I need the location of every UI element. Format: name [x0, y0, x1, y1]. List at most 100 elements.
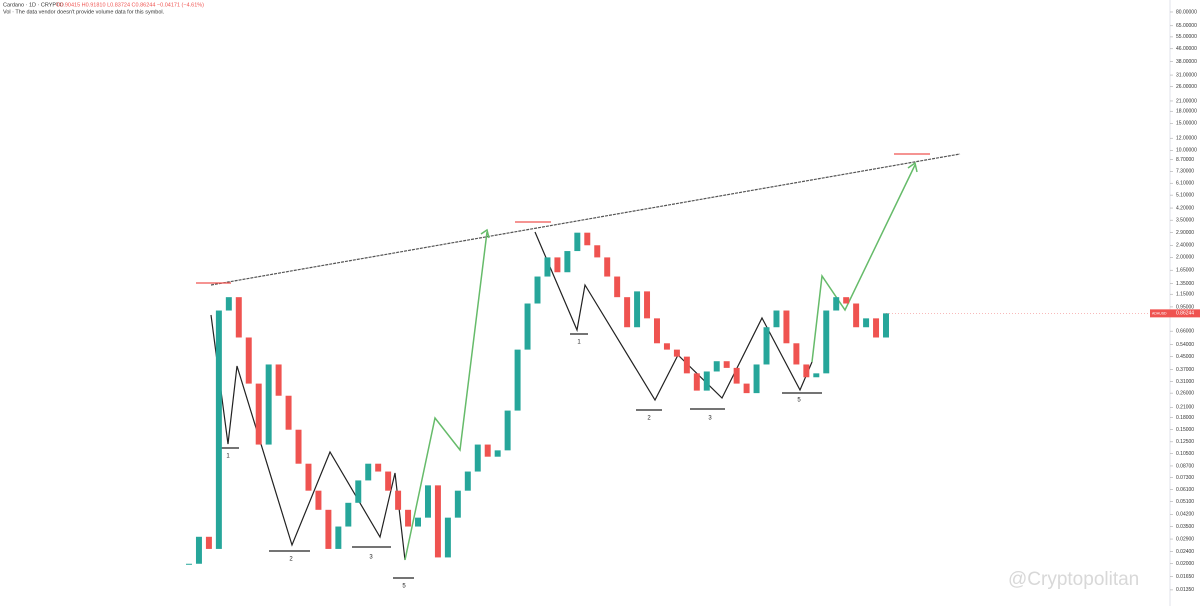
candle — [863, 318, 870, 328]
wave-label: 3 — [369, 555, 373, 561]
candle — [713, 361, 720, 372]
last-price-label: 0.86244 — [1176, 311, 1194, 317]
y-tick-label: 0.04200 — [1176, 512, 1194, 518]
y-tick-label: 0.05100 — [1176, 499, 1194, 505]
y-tick-label: 7.30000 — [1176, 169, 1194, 175]
ohlc: O0.90415 H0.91810 L0.83724 C0.86244 −0.0… — [56, 2, 204, 8]
candle — [434, 485, 441, 558]
candle — [673, 349, 680, 357]
candle — [285, 395, 292, 430]
y-tick-label: 2.90000 — [1176, 230, 1194, 236]
candle — [245, 337, 252, 384]
candle — [574, 232, 581, 252]
candle — [186, 563, 192, 565]
candle — [584, 232, 591, 246]
candle — [235, 297, 242, 338]
wave-label: 5 — [402, 584, 406, 590]
y-tick-label: 15.00000 — [1176, 121, 1197, 127]
projection — [404, 231, 488, 561]
y-tick-label: 0.03500 — [1176, 524, 1194, 530]
candle — [355, 480, 362, 503]
wave-label: 1 — [577, 340, 581, 346]
projection — [811, 164, 916, 363]
zigzag — [534, 231, 813, 402]
y-tick-label: 46.00000 — [1176, 46, 1197, 52]
watermark: @Cryptopolitan — [1008, 569, 1139, 590]
y-tick-label: 0.10500 — [1176, 451, 1194, 457]
candle — [315, 490, 322, 510]
y-tick-label: 0.18000 — [1176, 415, 1194, 421]
candle — [225, 297, 232, 311]
candle — [405, 509, 412, 527]
y-tick-label: 55.00000 — [1176, 34, 1197, 40]
candle — [793, 343, 800, 365]
candle — [494, 450, 501, 457]
drawings — [196, 153, 961, 579]
arrow-head — [480, 228, 490, 239]
y-tick-label: 0.45000 — [1176, 354, 1194, 360]
candle — [275, 364, 282, 396]
y-tick-label: 0.01650 — [1176, 574, 1194, 580]
candle — [763, 327, 770, 365]
candle — [624, 297, 631, 328]
y-tick-label: 0.07300 — [1176, 475, 1194, 481]
candle — [683, 356, 690, 374]
candle — [365, 463, 372, 481]
candle — [544, 257, 551, 277]
candle — [634, 291, 641, 328]
candle — [375, 463, 382, 472]
y-tick-label: 3.50000 — [1176, 217, 1194, 223]
symbol-badge — [1150, 309, 1170, 318]
wave-label: 1 — [226, 454, 230, 460]
candle — [733, 367, 740, 384]
y-tick-label: 8.70000 — [1176, 157, 1194, 163]
candle — [514, 349, 521, 411]
candle — [484, 444, 491, 457]
y-tick-label: 0.08700 — [1176, 463, 1194, 469]
candle — [614, 276, 621, 298]
candle — [464, 471, 471, 491]
candle — [504, 410, 511, 451]
candle — [853, 303, 860, 328]
candle — [524, 303, 531, 350]
candle — [663, 343, 670, 350]
candle — [803, 364, 810, 378]
y-tick-label: 18.00000 — [1176, 109, 1197, 115]
candle — [424, 485, 431, 518]
candle — [594, 245, 601, 258]
candle — [474, 444, 481, 472]
subtitle: Vol · The data vendor doesn't provide vo… — [3, 9, 165, 15]
y-tick-label: 0.31000 — [1176, 379, 1194, 385]
y-tick-label: 1.65000 — [1176, 268, 1194, 274]
y-tick-label: 38.00000 — [1176, 59, 1197, 65]
y-tick-label: 0.26000 — [1176, 390, 1194, 396]
y-tick-label: 0.66000 — [1176, 328, 1194, 334]
candle — [823, 310, 830, 374]
y-tick-label: 21.00000 — [1176, 98, 1197, 104]
y-tick-label: 6.10000 — [1176, 181, 1194, 187]
candle — [564, 251, 571, 273]
candle — [843, 297, 850, 304]
candle — [873, 318, 880, 338]
candle — [783, 310, 790, 344]
candle — [265, 364, 272, 445]
candle — [773, 310, 780, 328]
y-tick-label: 5.10000 — [1176, 192, 1194, 198]
y-tick-label: 0.02900 — [1176, 536, 1194, 542]
candle — [385, 471, 392, 491]
candle — [534, 276, 541, 304]
y-tick-label: 1.15000 — [1176, 292, 1194, 298]
wave-labels: 1 2 3 5 1 2 3 5 — [226, 340, 801, 590]
candle — [833, 297, 840, 311]
wave-label: 3 — [708, 416, 712, 422]
wave-label: 2 — [647, 416, 651, 422]
y-tick-label: 0.01350 — [1176, 587, 1194, 593]
y-tick-label: 80.00000 — [1176, 9, 1197, 15]
candle — [883, 313, 889, 338]
candle — [693, 373, 700, 391]
candle — [644, 291, 651, 319]
y-tick-label: 0.06100 — [1176, 487, 1194, 493]
y-tick-label: 0.02400 — [1176, 549, 1194, 555]
candle — [813, 373, 820, 378]
